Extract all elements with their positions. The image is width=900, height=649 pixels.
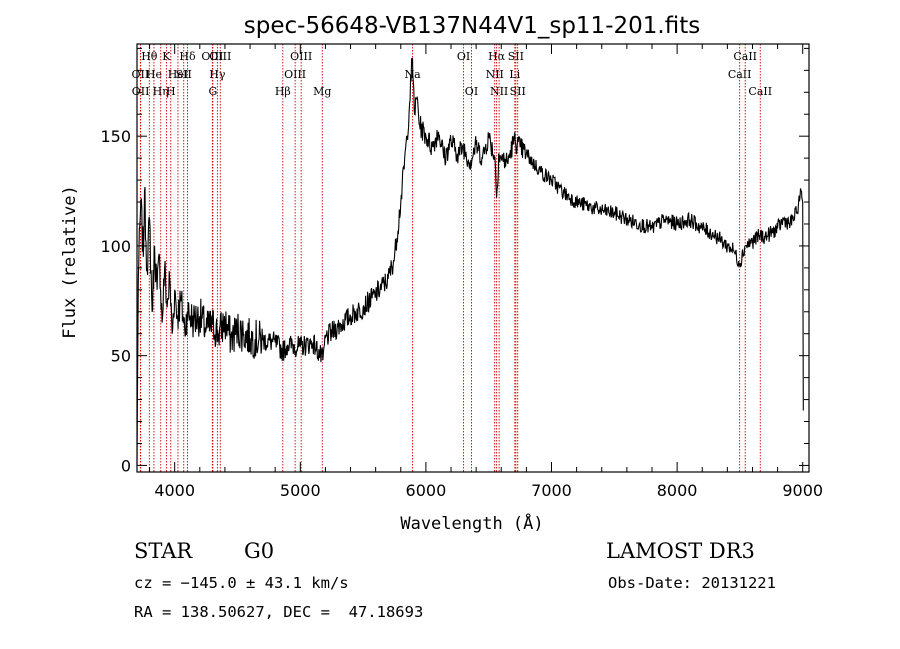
spectral-line-label: CaII: [733, 50, 757, 63]
spectral-line-label: OIII: [209, 50, 231, 63]
spectral-line-label: Hη: [153, 85, 169, 98]
x-tick-label: 6000: [406, 481, 447, 500]
redshift-velocity: cz = −145.0 ± 43.1 km/s: [134, 574, 349, 592]
x-axis-label: Wavelength (Å): [400, 512, 543, 534]
spectral-line-label: Hβ: [275, 85, 291, 98]
spectral-line-label: SII: [510, 85, 526, 98]
spectral-line-label: Hδ: [179, 50, 196, 63]
spectral-line-label: OIII: [290, 50, 312, 63]
plot-frame: [136, 43, 810, 473]
spectral-line-label: NII: [486, 68, 504, 81]
spectral-line-label: He: [146, 68, 162, 81]
spectral-line-label: CaII: [728, 68, 752, 81]
survey-name: LAMOST DR3: [606, 539, 755, 563]
spectral-line-label: Hα: [488, 50, 506, 63]
flux-spectrum-line: [136, 57, 804, 466]
y-axis-label: Flux (relative): [60, 185, 80, 339]
spectral-line-label: CaII: [748, 85, 772, 98]
y-tick-label: 100: [100, 237, 131, 256]
object-subclass: G0: [244, 539, 275, 563]
object-class: STAR: [134, 539, 193, 563]
spectral-line-label: HeI: [168, 68, 188, 81]
x-tick-label: 7000: [531, 481, 572, 500]
x-tick-label: 5000: [280, 481, 321, 500]
x-tick-label: 8000: [657, 481, 698, 500]
spectral-line-label: OIII: [284, 68, 306, 81]
spectral-line-label: OI: [465, 85, 478, 98]
spectral-line-label: H: [166, 85, 176, 98]
spectral-line-label: Li: [509, 68, 520, 81]
spectral-line-label: OI: [457, 50, 470, 63]
observation-date: Obs-Date: 20131221: [608, 574, 776, 592]
y-tick-label: 150: [100, 127, 131, 146]
y-tick-label: 50: [111, 347, 131, 366]
chart-title: spec-56648-VB137N44V1_sp11-201.fits: [244, 13, 700, 39]
spectral-line-label: SII: [508, 50, 524, 63]
x-tick-label: 4000: [154, 481, 195, 500]
spectral-line-label: Hθ: [141, 50, 158, 63]
spectral-line-label: NII: [490, 85, 508, 98]
coordinates: RA = 138.50627, DEC = 47.18693: [134, 603, 424, 621]
spectral-line-label: Mg: [313, 85, 331, 98]
spectral-line-label: G: [208, 85, 217, 98]
spectral-line-label: K: [162, 50, 171, 63]
x-tick-label: 9000: [782, 481, 823, 500]
spectral-line-label: OIII: [201, 50, 223, 63]
spectral-line-label: OII: [132, 85, 150, 98]
y-tick-label: 0: [121, 456, 131, 475]
spectral-line-label: Hγ: [209, 68, 226, 81]
spectral-line-label: SII: [176, 68, 192, 81]
